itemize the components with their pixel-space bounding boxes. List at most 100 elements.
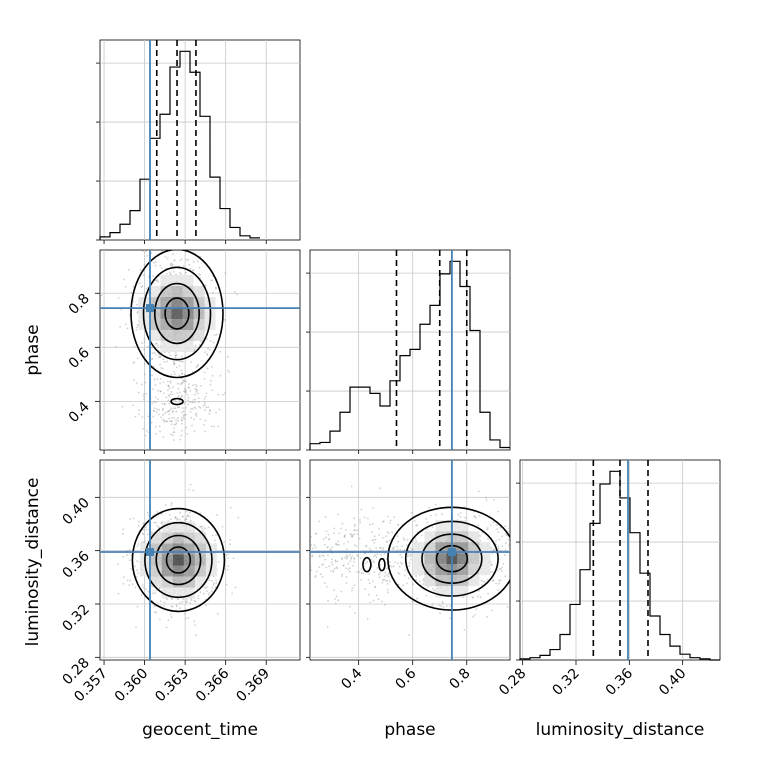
sample-point [227,553,230,556]
sample-point [334,559,337,562]
sample-point [144,526,147,529]
sample-point [419,580,421,582]
sample-point [129,579,132,582]
sample-point [513,570,515,572]
density-cell [183,587,195,599]
sample-point [204,401,206,404]
sample-point [382,520,385,523]
sample-point [175,410,178,413]
density-cell [150,565,162,577]
sample-point [490,563,493,566]
sample-point [169,393,172,396]
sample-point [178,360,181,363]
sample-point [185,518,188,521]
sample-point [211,389,214,391]
sample-point [194,398,197,401]
sample-point [179,607,181,610]
sample-point [205,392,208,395]
sample-point [173,407,176,410]
sample-point [386,574,388,576]
sample-point [154,343,157,345]
sample-point [372,580,374,582]
density-cell [171,341,183,352]
sample-point [180,355,183,358]
density-cell [161,543,173,555]
sample-point [373,541,376,544]
sample-point [368,547,371,550]
x-axis-title-phase: phase [384,720,435,740]
sample-point [180,258,183,261]
sample-point [185,510,188,513]
contour-line [131,507,226,613]
sample-point [359,557,362,560]
sample-point [501,535,503,538]
sample-point [406,539,409,541]
sample-point [324,558,326,561]
density-cell [457,520,469,532]
sample-point [206,586,209,588]
sample-point [180,273,183,275]
density-cell [171,297,183,308]
sample-point [387,572,390,575]
sample-point [187,396,190,399]
sample-point [358,537,361,540]
density-cell [161,587,173,599]
sample-point [431,526,434,529]
density-cell [424,542,436,554]
sample-point [341,522,344,525]
sample-point [396,545,399,548]
sample-point [126,554,128,557]
sample-point [307,591,309,593]
sample-point [146,511,149,514]
sample-point [481,583,483,586]
sample-point [122,583,125,585]
sample-point [160,250,163,253]
sample-point [386,515,389,518]
sample-point [504,575,507,578]
sample-point [189,515,191,518]
sample-point [173,259,176,262]
sample-point [163,420,166,423]
sample-point [154,264,157,267]
sample-point [380,554,382,556]
sample-point [373,538,375,541]
sample-point [517,575,519,577]
sample-point [413,520,416,522]
sample-point [143,337,146,340]
density-cell [161,554,173,566]
contour-line [144,521,213,599]
sample-point [351,555,353,557]
sample-point [408,554,411,556]
sample-point [426,528,429,531]
sample-point [189,389,192,392]
sample-point [398,573,401,575]
sample-point [441,601,444,603]
sample-point [353,533,355,536]
sample-point [382,547,385,549]
sample-point [389,519,392,522]
sample-point [333,567,336,570]
sample-point [430,514,432,517]
sample-point [164,412,167,414]
sample-point [135,576,138,578]
sample-point [347,568,350,571]
sample-point [198,405,201,408]
sample-point [353,558,356,560]
sample-point [200,340,203,343]
sample-point [166,360,169,363]
sample-point [133,361,136,364]
sample-point [381,581,384,584]
sample-point [353,517,356,520]
sample-point [163,392,165,395]
sample-point [378,527,380,530]
sample-point [189,411,192,413]
y-tick-label: 0.8 [66,291,93,318]
sample-point [158,530,161,533]
x-tick-label: 0.4 [338,665,365,692]
sample-point [495,540,497,542]
sample-point [346,556,349,559]
sample-point [142,528,145,531]
sample-point [188,488,191,491]
sample-point [140,594,143,597]
